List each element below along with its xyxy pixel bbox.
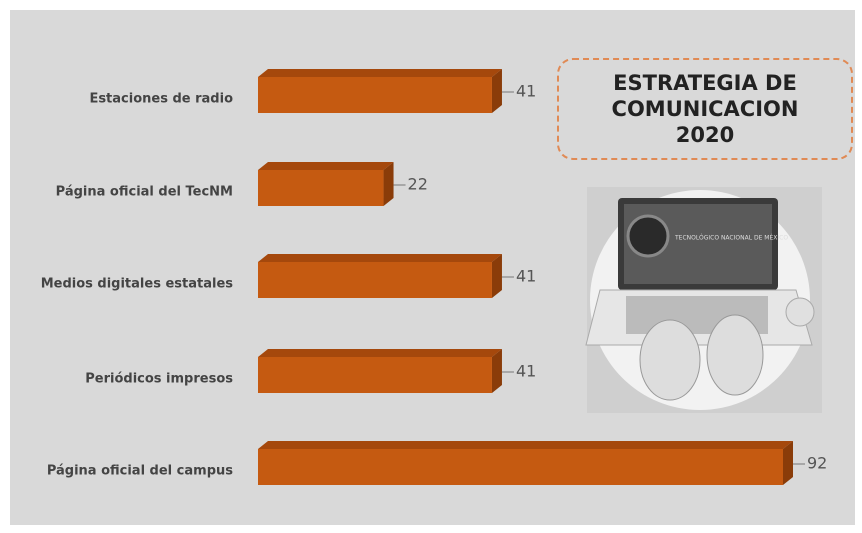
title-box: ESTRATEGIA DE COMUNICACION 2020: [557, 58, 853, 160]
bar-top: [258, 69, 502, 77]
laptop-image: TECNOLÓGICO NACIONAL DE MÉXICO: [585, 187, 822, 413]
bar-side: [383, 162, 394, 206]
bar-side: [783, 441, 793, 485]
bar-side: [491, 254, 502, 298]
image-caption: TECNOLÓGICO NACIONAL DE MÉXICO: [674, 234, 788, 242]
bar-top: [258, 349, 502, 357]
bar-side: [491, 349, 502, 393]
bar: [258, 170, 384, 206]
value-label: 22: [408, 175, 428, 194]
bar: [258, 449, 783, 485]
value-label: 41: [516, 267, 536, 286]
bar-top: [258, 162, 394, 170]
category-label: Página oficial del campus: [47, 464, 233, 479]
category-label: Periódicos impresos: [85, 372, 233, 387]
bar-top: [258, 254, 502, 262]
chart-title: ESTRATEGIA DE COMUNICACION 2020: [611, 71, 799, 147]
category-label: Medios digitales estatales: [41, 277, 234, 292]
bar-top: [258, 441, 793, 449]
value-label: 92: [807, 454, 827, 473]
bar: [258, 262, 492, 298]
bar: [258, 77, 492, 113]
value-label: 41: [516, 362, 536, 381]
bar: [258, 357, 492, 393]
value-label: 41: [516, 82, 536, 101]
category-label: Página oficial del TecNM: [56, 185, 233, 200]
category-label: Estaciones de radio: [89, 92, 233, 107]
bar-side: [491, 69, 502, 113]
